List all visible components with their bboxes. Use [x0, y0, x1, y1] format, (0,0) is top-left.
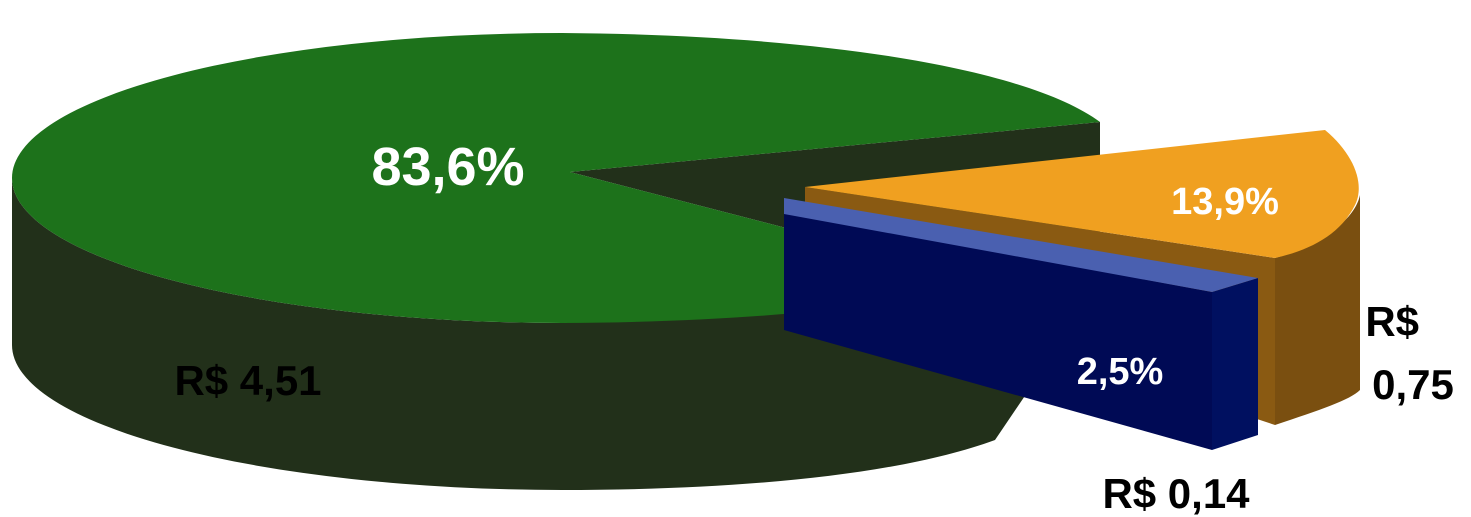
slice-blue-side	[1212, 278, 1258, 450]
slice-orange-value-line2: 0,75	[1372, 361, 1454, 408]
slice-green-side	[12, 178, 995, 490]
slice-blue	[784, 198, 1258, 450]
slice-blue-front	[784, 212, 1212, 450]
slice-green-value-label: R$ 4,51	[174, 357, 321, 404]
slice-orange-value-label: R$ 0,75	[1365, 298, 1454, 408]
slice-blue-top	[784, 198, 1258, 292]
slice-orange-value-line1: R$	[1365, 298, 1419, 345]
slice-orange-percent-label: 13,9%	[1171, 181, 1279, 223]
slice-blue-percent-label: 2,5%	[1077, 351, 1164, 393]
slice-orange-top	[805, 130, 1359, 258]
slice-green-percent-label: 83,6%	[371, 137, 524, 197]
slice-blue-value-label: R$ 0,14	[1102, 470, 1250, 517]
slice-orange-side	[1275, 195, 1360, 425]
